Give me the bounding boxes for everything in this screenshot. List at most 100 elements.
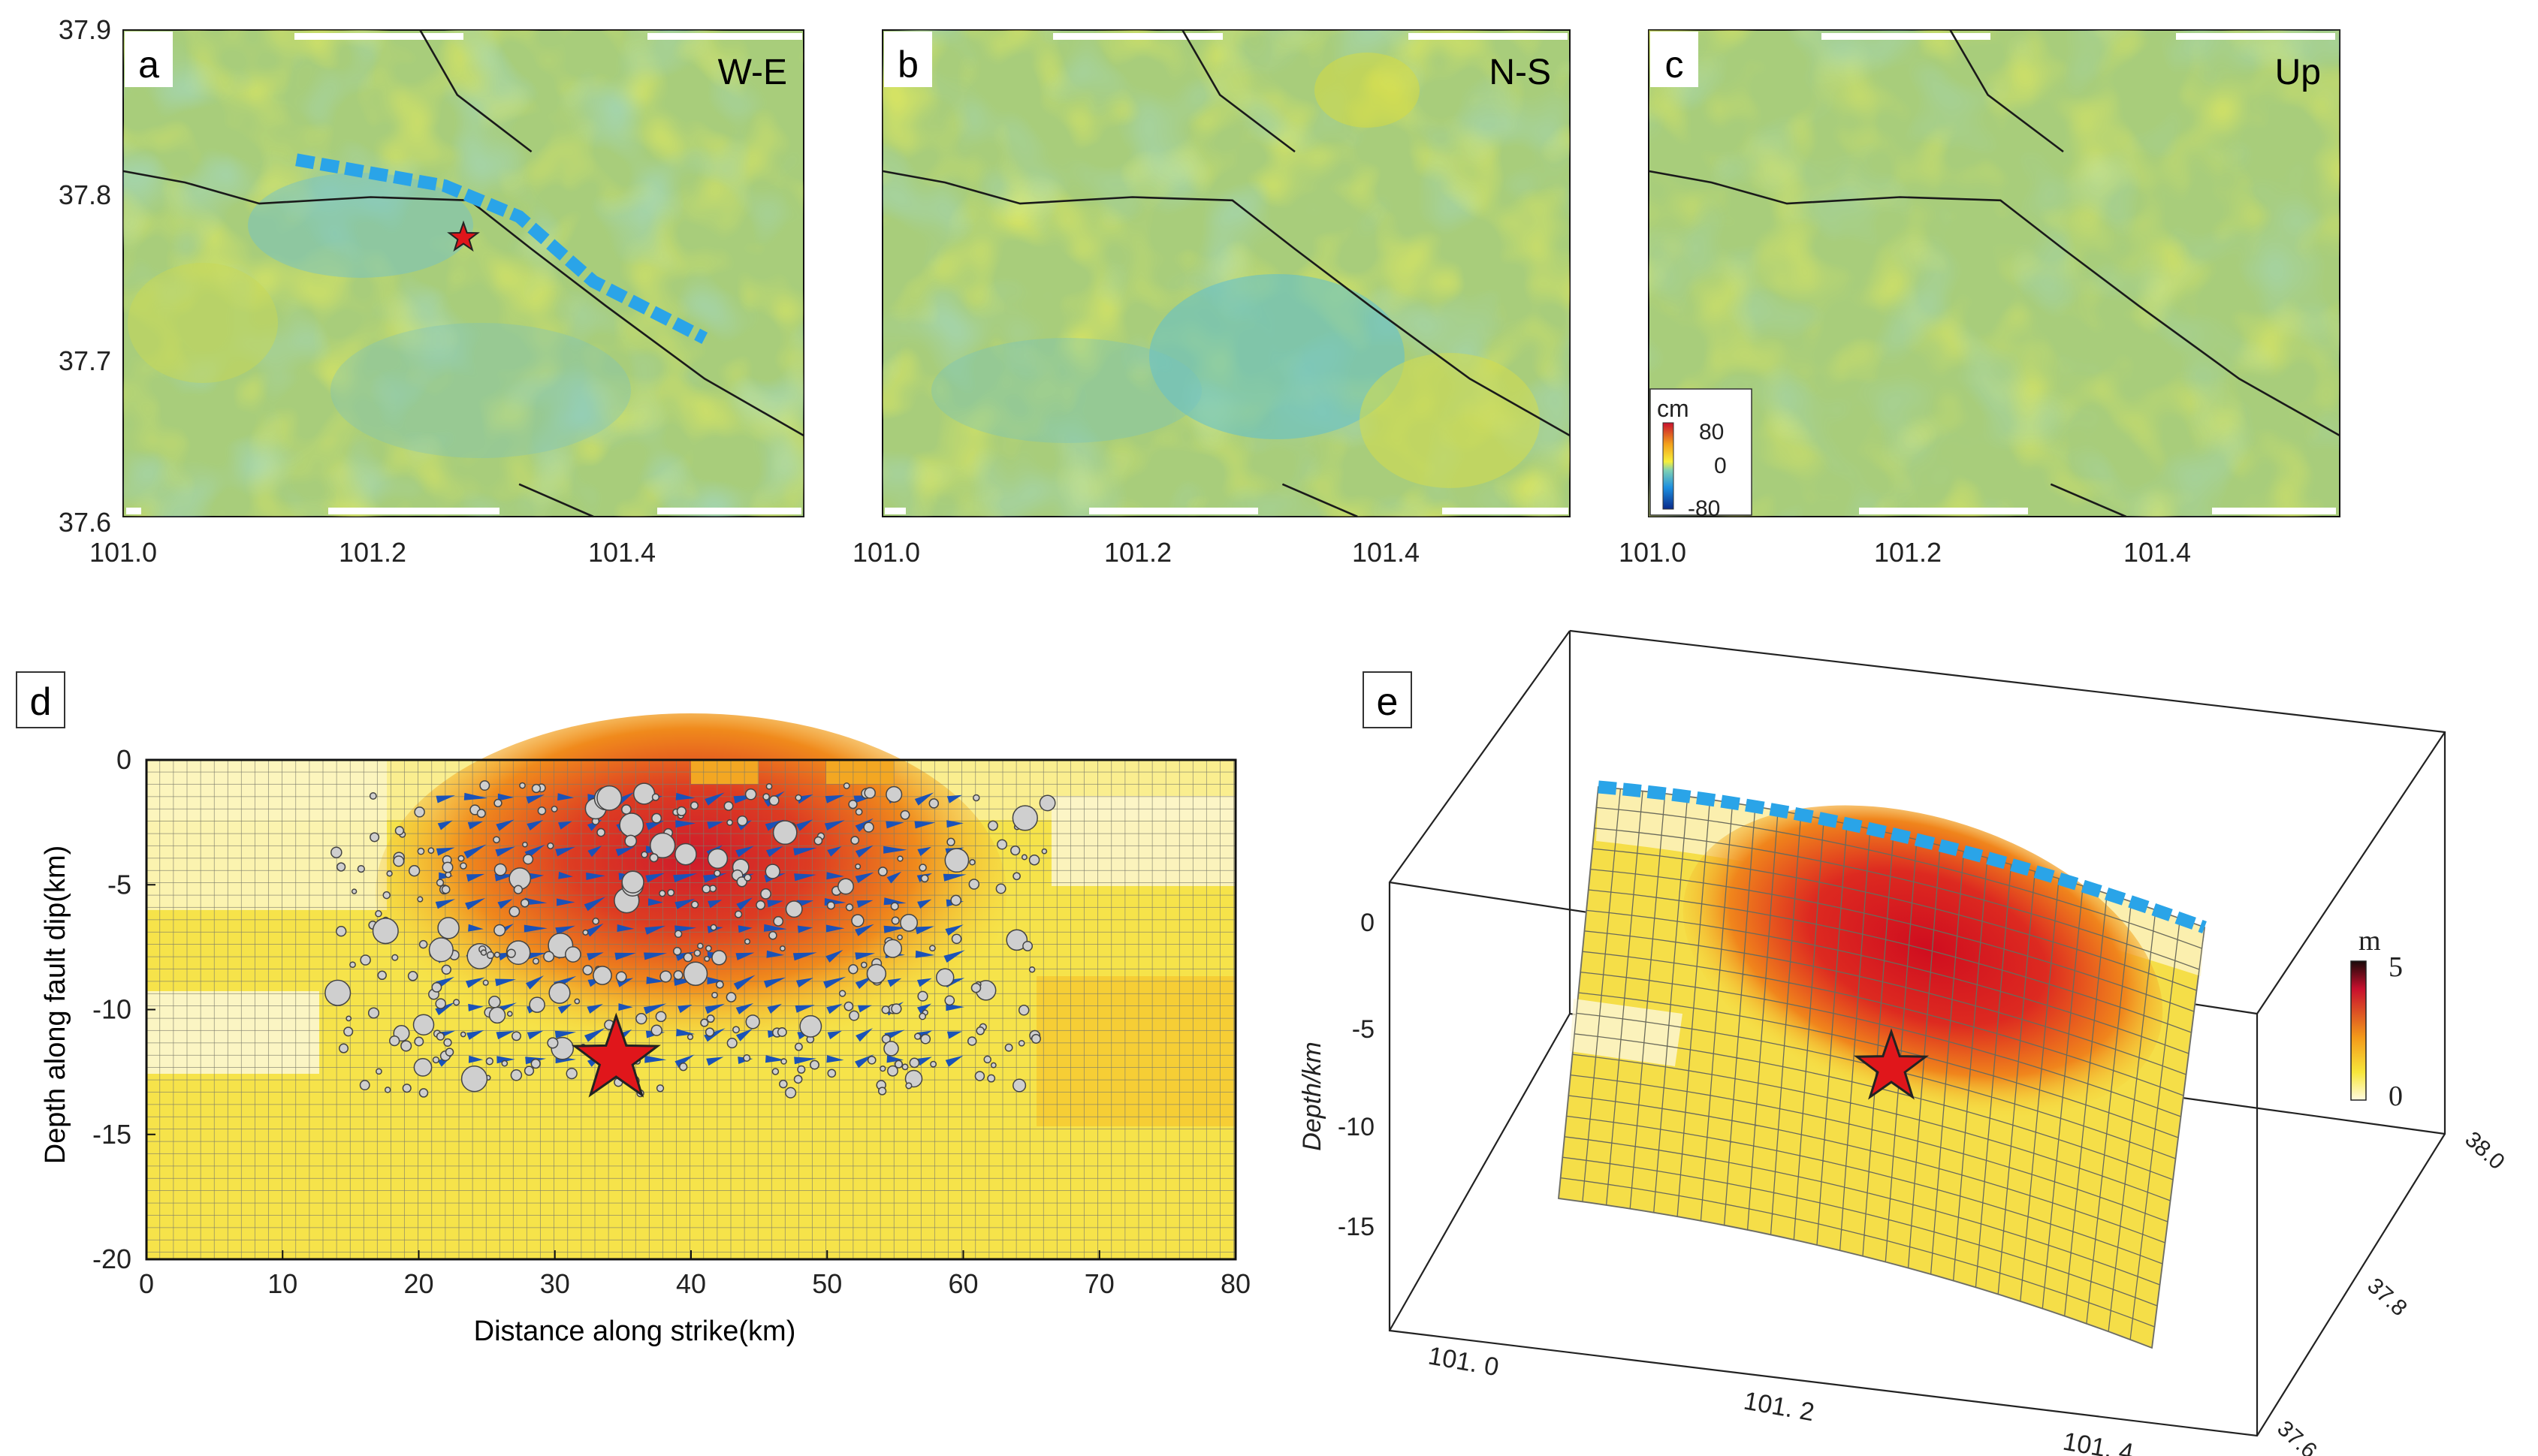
slip-vector-arrow: [674, 899, 696, 909]
map-ytick-37-9: 37.9: [59, 14, 111, 45]
aftershock-circle: [736, 876, 747, 888]
aftershock-circle: [427, 847, 435, 855]
fault-line: [1648, 170, 2340, 437]
slip-vector-arrow: [943, 950, 965, 963]
aftershock-circle: [901, 1063, 909, 1071]
aftershock-circle: [351, 888, 358, 894]
slip-vector-arrow: [823, 976, 847, 989]
depth-axis: 0 -5 -10 -15 Depth/km: [1298, 909, 1375, 1241]
slip-vector-arrow: [943, 873, 967, 882]
slip-panel-d: d 0 10 20 30 40 50 60 70 80 0 -5 -10 -15 -20 Distance…: [16, 671, 1251, 1347]
aftershock-circle: [995, 883, 1006, 894]
aftershock-circle: [1012, 1078, 1027, 1093]
slip-vector-arrow: [733, 975, 756, 990]
slip-vector-arrow: [614, 952, 636, 960]
colorbar-cm-minus80: -80: [1688, 496, 1720, 521]
slip-vector-arrow: [643, 1003, 667, 1014]
aftershock-circle: [880, 1065, 886, 1072]
map-colorbar: cm 80 0 -80: [1649, 388, 1752, 521]
aftershock-circle: [488, 1006, 506, 1024]
aftershock-circle: [537, 806, 547, 815]
slip-vector-arrow: [825, 924, 845, 933]
slip-vector-arrow: [646, 976, 665, 984]
aftershock-circle: [565, 946, 581, 963]
fault-line: [1949, 29, 2064, 153]
colorbar-unit-m: m: [2358, 925, 2381, 957]
aftershock-circle: [460, 1066, 488, 1093]
aftershock-circle: [655, 1011, 667, 1023]
aftershock-circle: [349, 961, 356, 969]
aftershock-circle: [890, 902, 899, 911]
slip-vector-arrow: [914, 792, 934, 806]
aftershock-circle: [779, 1079, 788, 1089]
z-tick-minus15: -15: [1338, 1213, 1375, 1241]
slip-vector-arrow: [736, 1028, 753, 1042]
colorbar-unit-cm: cm: [1657, 395, 1689, 422]
fault-line: [2050, 483, 2127, 518]
slip-vector-arrow: [435, 899, 456, 909]
map-a-blue-lobe: [248, 173, 473, 278]
aftershock-circle: [973, 794, 980, 802]
aftershock-circle: [795, 794, 802, 801]
aftershock-circle: [370, 832, 380, 843]
slip-vector-arrow: [855, 845, 874, 858]
aftershock-circle: [773, 916, 784, 927]
aftershock-circle: [710, 924, 717, 931]
aftershock-circle: [393, 855, 405, 867]
map-b-blue-center: [1149, 274, 1405, 439]
aftershock-circle: [756, 900, 766, 910]
slip-vector-arrow: [763, 977, 786, 988]
aftershock-circle: [460, 1031, 466, 1038]
aftershock-circle: [513, 885, 524, 894]
map-b-yellow-right: [1360, 353, 1540, 488]
aftershock-circle: [635, 1012, 647, 1025]
aftershock-circle: [336, 926, 347, 937]
z-tick-minus5: -5: [1352, 1015, 1375, 1044]
slip-vector-arrow: [617, 924, 635, 932]
map-a-xtick-101-0: 101.0: [89, 537, 157, 568]
colorbar-m-5: 5: [2389, 951, 2403, 983]
aftershock-circle: [726, 992, 737, 1002]
aftershock-circle: [621, 804, 632, 815]
slip-vector-arrow: [855, 924, 874, 936]
aftershock-circle: [793, 1075, 803, 1084]
fault-3d-panel-e: e 0 -5 -10 -15 Depth/km 101. 0: [1298, 629, 2509, 1456]
aftershock-circle: [414, 1036, 424, 1047]
slip-vector-arrow: [497, 899, 513, 909]
aftershock-circle: [656, 1084, 665, 1093]
aftershock-circle: [376, 1068, 382, 1075]
aftershock-circle: [983, 1055, 991, 1064]
aftershock-circle: [460, 862, 467, 870]
slip-vector-arrow: [917, 899, 932, 909]
component-label-w-e: W-E: [718, 53, 787, 92]
aftershock-circle: [883, 1041, 899, 1057]
aftershock-circle: [909, 1057, 920, 1069]
aftershock-circle: [900, 809, 910, 820]
slip-vector-arrow: [587, 952, 604, 961]
aftershock-circle: [891, 916, 900, 925]
e-ytick-37-6: 37.6: [2272, 1416, 2321, 1456]
e-ytick-37-8: 37.8: [2362, 1274, 2411, 1322]
slip-vector-arrow: [584, 897, 606, 912]
aftershock-circle: [506, 1011, 513, 1017]
slip-vector-arrow: [704, 1028, 726, 1042]
aftershock-circle: [851, 914, 865, 927]
slip-vector-arrow: [435, 1002, 455, 1016]
e-ytick-38-0: 38.0: [2460, 1127, 2509, 1175]
panel-label-c: c: [1665, 44, 1684, 86]
aftershock-circle: [919, 1012, 927, 1020]
fault-line: [882, 170, 1571, 437]
aftershock-circle: [417, 896, 424, 903]
slip-vector-arrow: [825, 794, 845, 803]
slip-vector-arrow: [855, 952, 875, 960]
aftershock-circle: [651, 812, 662, 824]
slip-vector-arrow: [436, 847, 455, 856]
slip-vector-arrow: [946, 794, 962, 803]
map-c-xtick-101-4: 101.4: [2123, 537, 2191, 568]
x-tick-label: 70: [1085, 1268, 1115, 1299]
slip-vector-arrow: [735, 952, 755, 960]
slip-vector-arrow: [915, 950, 935, 958]
slip-vector-arrow: [468, 1003, 484, 1011]
slip-vector-arrow: [826, 872, 844, 880]
